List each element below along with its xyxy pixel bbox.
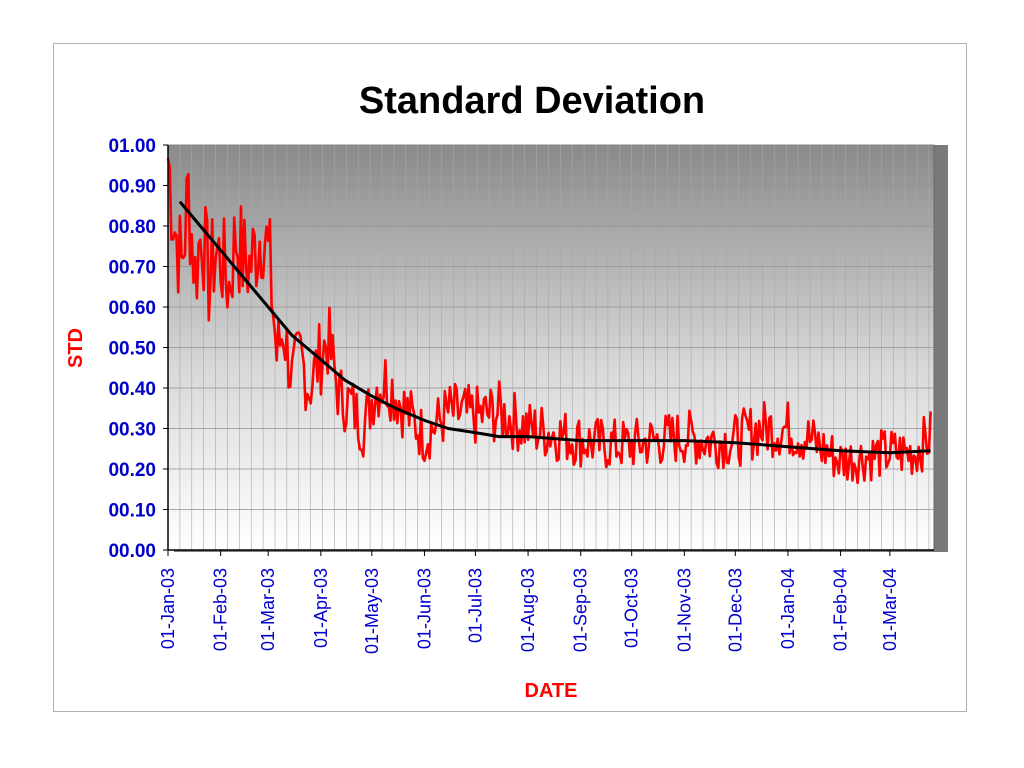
y-tick-label: 00.50 bbox=[108, 339, 156, 360]
x-tick-label: 01-Feb-03 bbox=[211, 568, 231, 651]
trend-series-line bbox=[178, 200, 931, 455]
x-tick-label: 01-Aug-03 bbox=[518, 568, 538, 652]
y-tick-label: 00.30 bbox=[108, 420, 156, 441]
x-axis-label: DATE bbox=[525, 680, 578, 702]
x-tick-label: 01-Feb-04 bbox=[831, 568, 851, 651]
y-tick-label: 00.00 bbox=[108, 541, 156, 562]
x-tick-label: 01-Apr-03 bbox=[311, 568, 331, 648]
x-tick-label: 01-Dec-03 bbox=[725, 568, 745, 652]
x-tick-label: 01-Oct-03 bbox=[622, 568, 642, 648]
x-tick-label: 01-Mar-03 bbox=[258, 568, 278, 651]
y-tick-label: 01.00 bbox=[108, 136, 156, 157]
chart-title: Standard Deviation bbox=[358, 80, 706, 122]
y-tick-label: 00.70 bbox=[108, 258, 156, 279]
x-tick-label: 01-Jan-04 bbox=[778, 568, 798, 649]
x-tick-label: 01-Nov-03 bbox=[674, 568, 694, 652]
y-axis-label: STD bbox=[65, 328, 87, 368]
x-tick-label: 01-Jun-03 bbox=[414, 568, 434, 649]
y-tick-label: 00.60 bbox=[108, 298, 156, 319]
y-tick-label: 00.90 bbox=[108, 177, 156, 198]
x-tick-label: 01-Jul-03 bbox=[465, 568, 485, 643]
x-tick-label: 01-May-03 bbox=[362, 568, 382, 654]
y-tick-label: 00.10 bbox=[108, 501, 156, 522]
x-tick-label: 01-Jan-03 bbox=[158, 568, 178, 649]
y-tick-label: 00.40 bbox=[108, 379, 156, 400]
y-tick-label: 00.80 bbox=[108, 217, 156, 238]
y-tick-label: 00.20 bbox=[108, 460, 156, 481]
x-tick-label: 01-Sep-03 bbox=[571, 568, 591, 652]
x-tick-label: 01-Mar-04 bbox=[880, 568, 900, 651]
